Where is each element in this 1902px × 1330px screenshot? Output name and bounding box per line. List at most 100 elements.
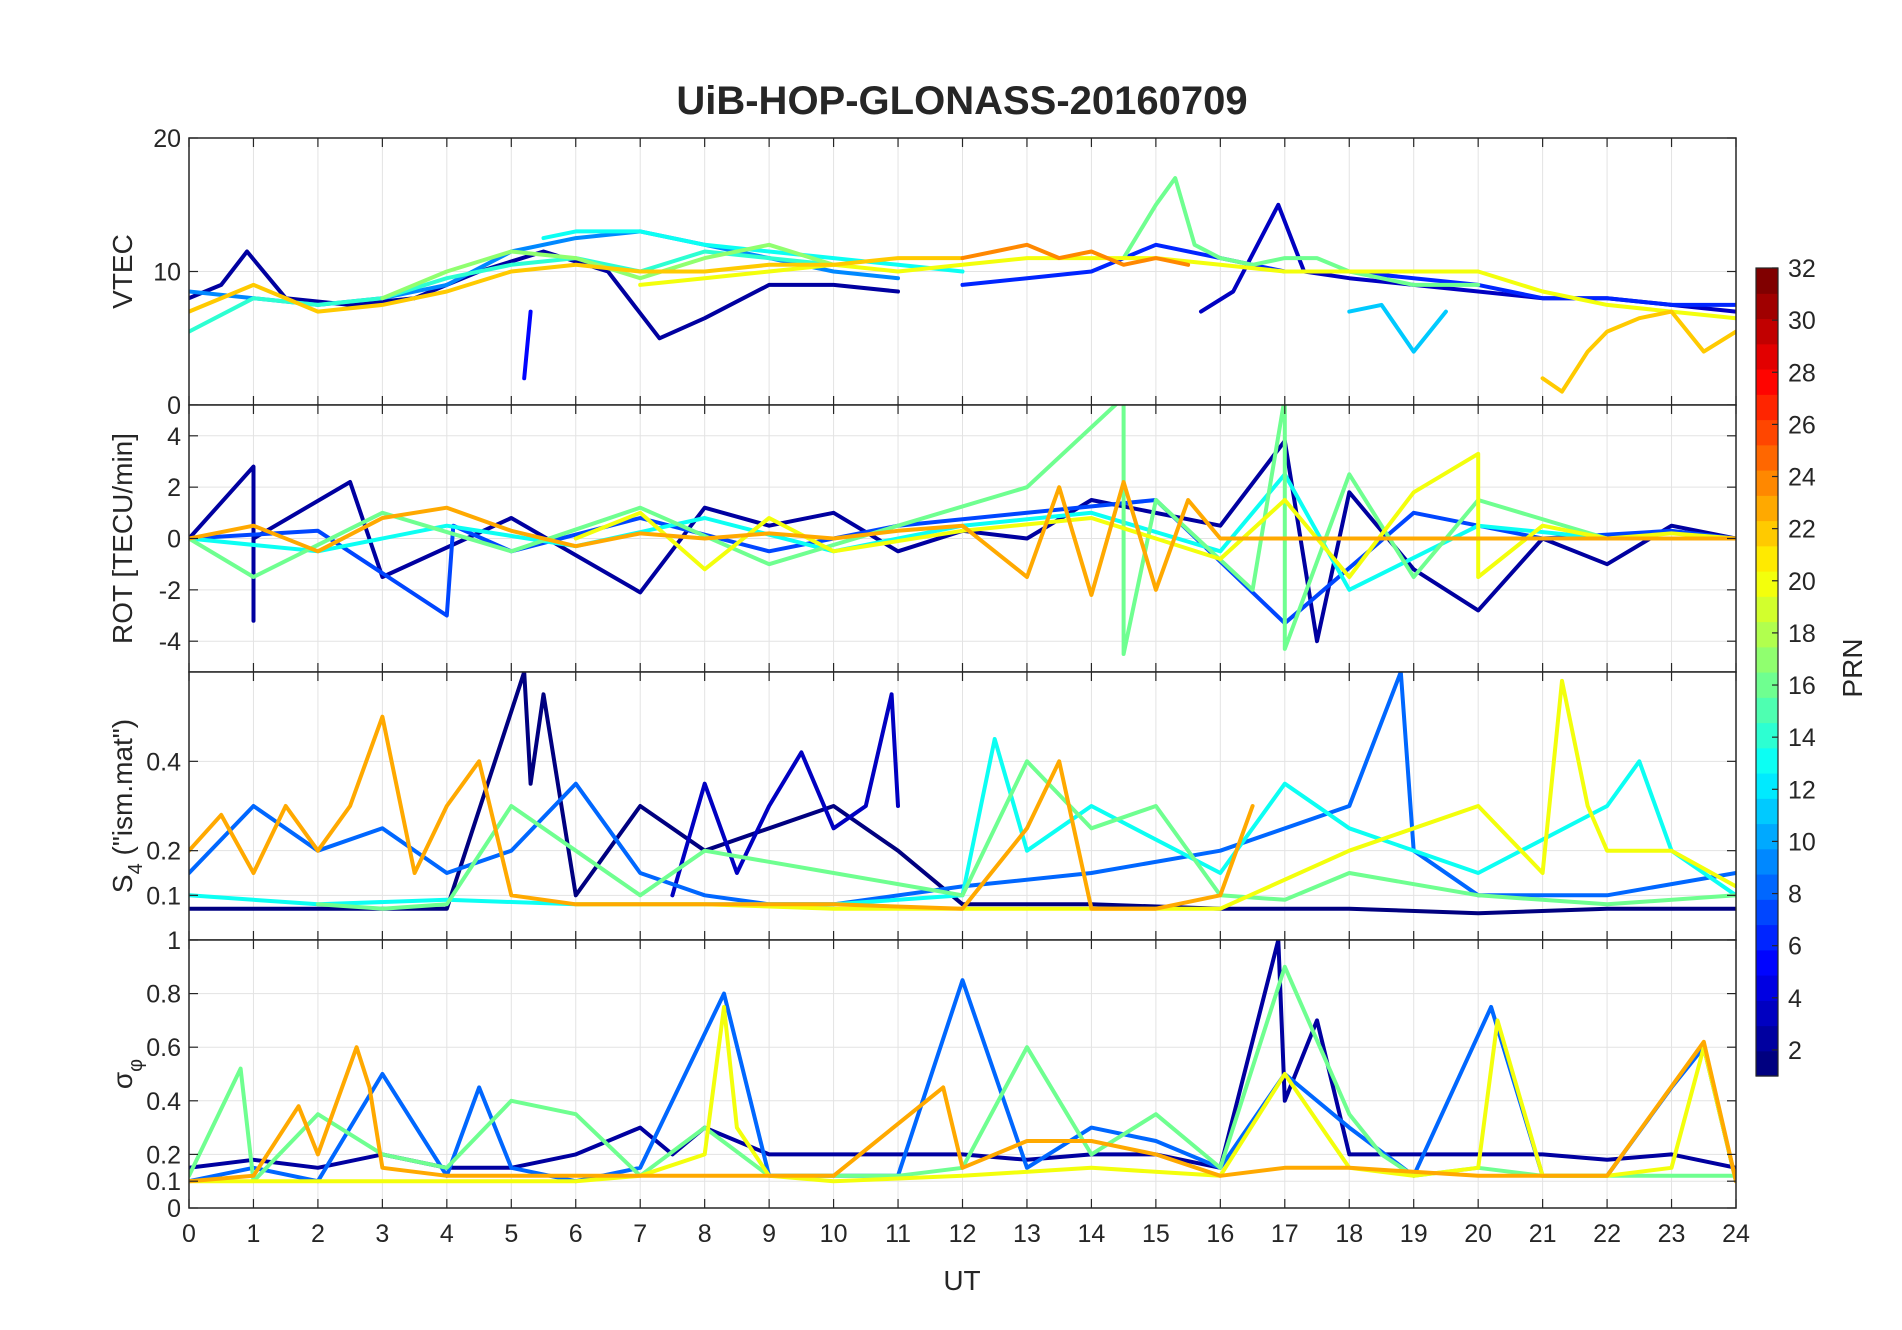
colorbar-tick-label: 20: [1788, 568, 1816, 596]
colorbar-tick-label: 30: [1788, 307, 1816, 335]
x-tick-label: 16: [1206, 1220, 1234, 1248]
panel-s4: 0.1 0.2 0.4S4 ("ism.mat"): [107, 671, 1737, 941]
colorbar-cell: [1756, 1050, 1778, 1077]
colorbar-cell: [1756, 268, 1778, 294]
colorbar-tick-label: 12: [1788, 776, 1816, 804]
panel-rot: -4 -2 0 2 4 ROT [TECU/min]: [107, 404, 1737, 673]
colorbar-tick-label: 18: [1788, 620, 1816, 648]
colorbar-cell: [1756, 1025, 1778, 1052]
colorbar-tick-label: 24: [1788, 464, 1816, 492]
series-group-sigma_phi: [189, 940, 1736, 1184]
colorbar-cell: [1756, 672, 1778, 698]
colorbar-tick-label: 8: [1788, 881, 1802, 909]
colorbar-tick-label: 28: [1788, 359, 1816, 387]
colorbar-tick-label: 32: [1788, 255, 1816, 283]
x-tick-label: 14: [1078, 1220, 1106, 1248]
panel-sigma_phi: 00.10.20.40.60.810 1 2 3 4 5 6 7 8 9 10 11 12 13 14 15 1…: [107, 927, 1750, 1248]
series-line-prn-13: [189, 737, 1736, 907]
colorbar-tick-label: 6: [1788, 933, 1802, 961]
series-line-prn-16: [189, 405, 1736, 656]
x-tick-label: 18: [1335, 1220, 1363, 1248]
colorbar-cell: [1756, 874, 1778, 900]
series-group-rot: [189, 405, 1736, 656]
y-tick-label: 0: [167, 1195, 181, 1223]
y-tick-label: 2: [167, 474, 181, 502]
series-line-prn-3: [670, 692, 900, 898]
colorbar-cell: [1756, 343, 1778, 370]
y-tick-label: 0.6: [146, 1034, 181, 1062]
x-tick-label: 20: [1464, 1220, 1492, 1248]
y-tick-label: 0.8: [146, 981, 181, 1009]
series-line-prn-22: [189, 256, 965, 314]
y-axis-label-sigma_phi: σφ: [107, 1059, 147, 1089]
x-tick-label: 6: [569, 1220, 583, 1248]
series-line-prn-5: [522, 309, 533, 381]
x-tick-label: 23: [1658, 1220, 1686, 1248]
series-line-prn-22: [1540, 309, 1736, 394]
colorbar-cell: [1756, 394, 1778, 421]
colorbar-tick-label: 4: [1788, 985, 1802, 1013]
colorbar-cell: [1756, 470, 1778, 496]
y-tick-label: 0: [167, 526, 181, 554]
colorbar-cell: [1756, 571, 1778, 597]
x-tick-label: 21: [1529, 1220, 1557, 1248]
x-tick-label: 11: [885, 1220, 911, 1248]
x-tick-label: 2: [311, 1220, 325, 1248]
x-tick-label: 1: [247, 1220, 261, 1248]
x-tick-label: 17: [1271, 1220, 1299, 1248]
x-tick-label: 7: [633, 1220, 647, 1248]
y-tick-label: 10: [153, 259, 181, 287]
colorbar-cell: [1756, 596, 1778, 623]
series-line-prn-11: [1347, 302, 1448, 354]
colorbar-cell: [1756, 646, 1778, 673]
x-tick-label: 15: [1142, 1220, 1170, 1248]
colorbar-label: PRN: [1837, 638, 1868, 697]
x-tick-label: 0: [182, 1220, 196, 1248]
y-tick-label: 0.4: [146, 1088, 181, 1116]
series-line-prn-13: [189, 472, 1736, 592]
y-axis-label-vtec: VTEC: [107, 234, 138, 309]
x-tick-label: 4: [440, 1220, 454, 1248]
colorbar-cell: [1756, 924, 1778, 951]
figure-title: UiB-HOP-GLONASS-20160709: [676, 79, 1247, 123]
colorbar-cell: [1756, 899, 1778, 926]
colorbar-cell: [1756, 621, 1778, 648]
y-tick-label: 4: [167, 423, 181, 451]
colorbar-cell: [1756, 495, 1778, 522]
x-tick-label: 8: [698, 1220, 712, 1248]
series-line-prn-13: [541, 229, 965, 274]
colorbar-cell: [1756, 697, 1778, 724]
x-tick-label: 13: [1013, 1220, 1041, 1248]
colorbar-cell: [1756, 520, 1778, 547]
colorbar-cell: [1756, 1000, 1778, 1027]
colorbar-tick-label: 22: [1788, 516, 1816, 544]
colorbar-cell: [1756, 975, 1778, 1001]
x-tick-label: 12: [949, 1220, 977, 1248]
colorbar-cell: [1756, 369, 1778, 395]
y-tick-label: 0.2: [146, 1141, 181, 1169]
series-line-prn-16: [315, 759, 1736, 911]
y-tick-label: -4: [159, 628, 181, 656]
y-tick-label: 1: [167, 927, 181, 955]
y-tick-label: 0.1: [146, 1168, 181, 1196]
colorbar-tick-label: 16: [1788, 672, 1816, 700]
colorbar-cell: [1756, 318, 1778, 345]
colorbar-tick-label: 2: [1788, 1037, 1802, 1065]
y-tick-label: -2: [159, 577, 181, 605]
colorbar-cell: [1756, 949, 1778, 976]
x-tick-label: 22: [1593, 1220, 1621, 1248]
colorbar-cell: [1756, 848, 1778, 875]
series-line-prn-24: [960, 242, 1191, 267]
x-tick-label: 9: [762, 1220, 776, 1248]
x-tick-label: 3: [375, 1220, 389, 1248]
x-axis-label: UT: [943, 1265, 980, 1296]
colorbar-cell: [1756, 444, 1778, 471]
colorbar-cell: [1756, 293, 1778, 320]
series-line-prn-2: [189, 249, 900, 341]
series-line-prn-1: [189, 672, 1736, 916]
series-line-prn-23: [189, 480, 1736, 597]
colorbar-tick-label: 14: [1788, 724, 1816, 752]
colorbar-frame: [1755, 267, 1779, 1077]
